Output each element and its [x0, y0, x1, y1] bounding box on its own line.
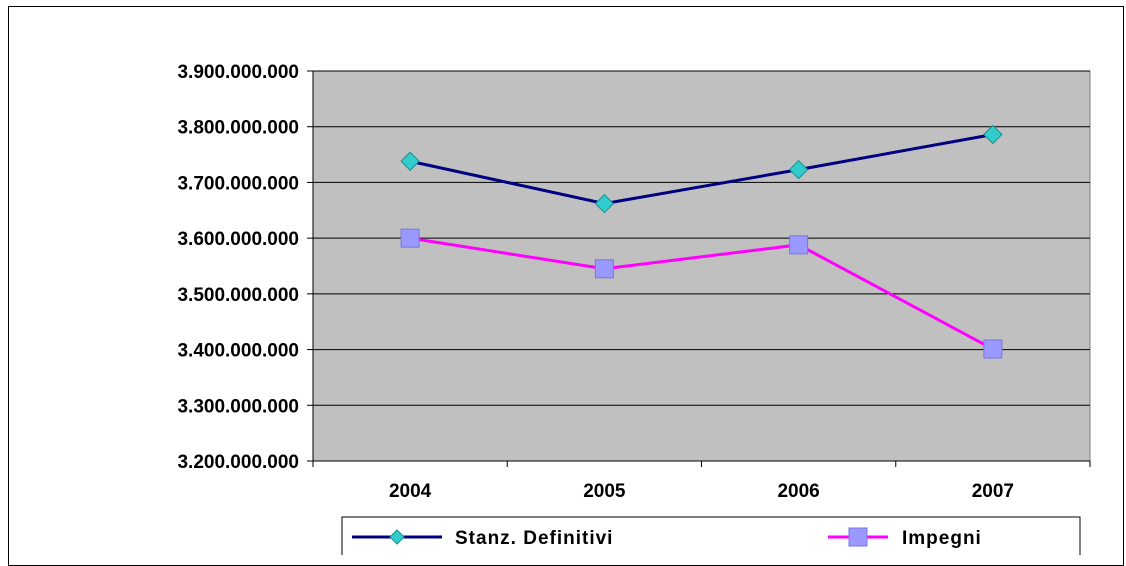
y-tick-label: 3.500.000.000 [177, 285, 299, 306]
x-tick-label: 2005 [583, 481, 626, 502]
plot-area [312, 70, 1091, 462]
legend-items: Stanz. Definitivi Impegni [352, 527, 982, 549]
data-point-stanz-definitivi [983, 124, 1003, 145]
x-tick-label: 2007 [972, 481, 1014, 502]
x-tick-label: 2006 [777, 481, 819, 502]
y-axis-ticks: 3.200.000.000 3.300.000.000 3.400.000.000 3… [177, 62, 299, 473]
data-point-stanz-definitivi [594, 193, 615, 214]
data-point-impegni [594, 259, 614, 279]
data-point-impegni [400, 228, 420, 248]
series-group [400, 124, 1003, 359]
series-line-stanz-definitivi [409, 133, 994, 206]
legend-label-stanz-definitivi: Stanz. Definitivi [455, 528, 613, 549]
legend-box [341, 516, 1081, 555]
y-tick-label: 3.700.000.000 [177, 173, 299, 194]
data-point-impegni [983, 339, 1003, 359]
data-point-impegni [789, 235, 809, 255]
y-tick-label: 3.900.000.000 [177, 62, 299, 83]
legend-marker-impegni [848, 527, 868, 547]
y-tick-label: 3.800.000.000 [177, 118, 299, 139]
x-tick-label: 2004 [389, 481, 432, 502]
y-tick-label: 3.200.000.000 [177, 452, 299, 473]
gridlines [313, 70, 1090, 406]
data-point-stanz-definitivi [400, 151, 420, 171]
legend-marker-stanz-definitivi [389, 529, 405, 545]
y-tick-label: 3.600.000.000 [177, 229, 299, 250]
y-tick-label: 3.400.000.000 [177, 341, 299, 362]
x-axis-ticks: 2004 2005 2006 2007 [389, 481, 1014, 502]
y-tick-label: 3.300.000.000 [177, 396, 299, 417]
axes [307, 70, 1091, 467]
series-line-impegni [409, 236, 994, 351]
legend: Stanz. Definitivi Impegni [341, 516, 1081, 555]
legend-label-impegni: Impegni [902, 528, 982, 549]
data-point-stanz-definitivi [788, 159, 809, 180]
